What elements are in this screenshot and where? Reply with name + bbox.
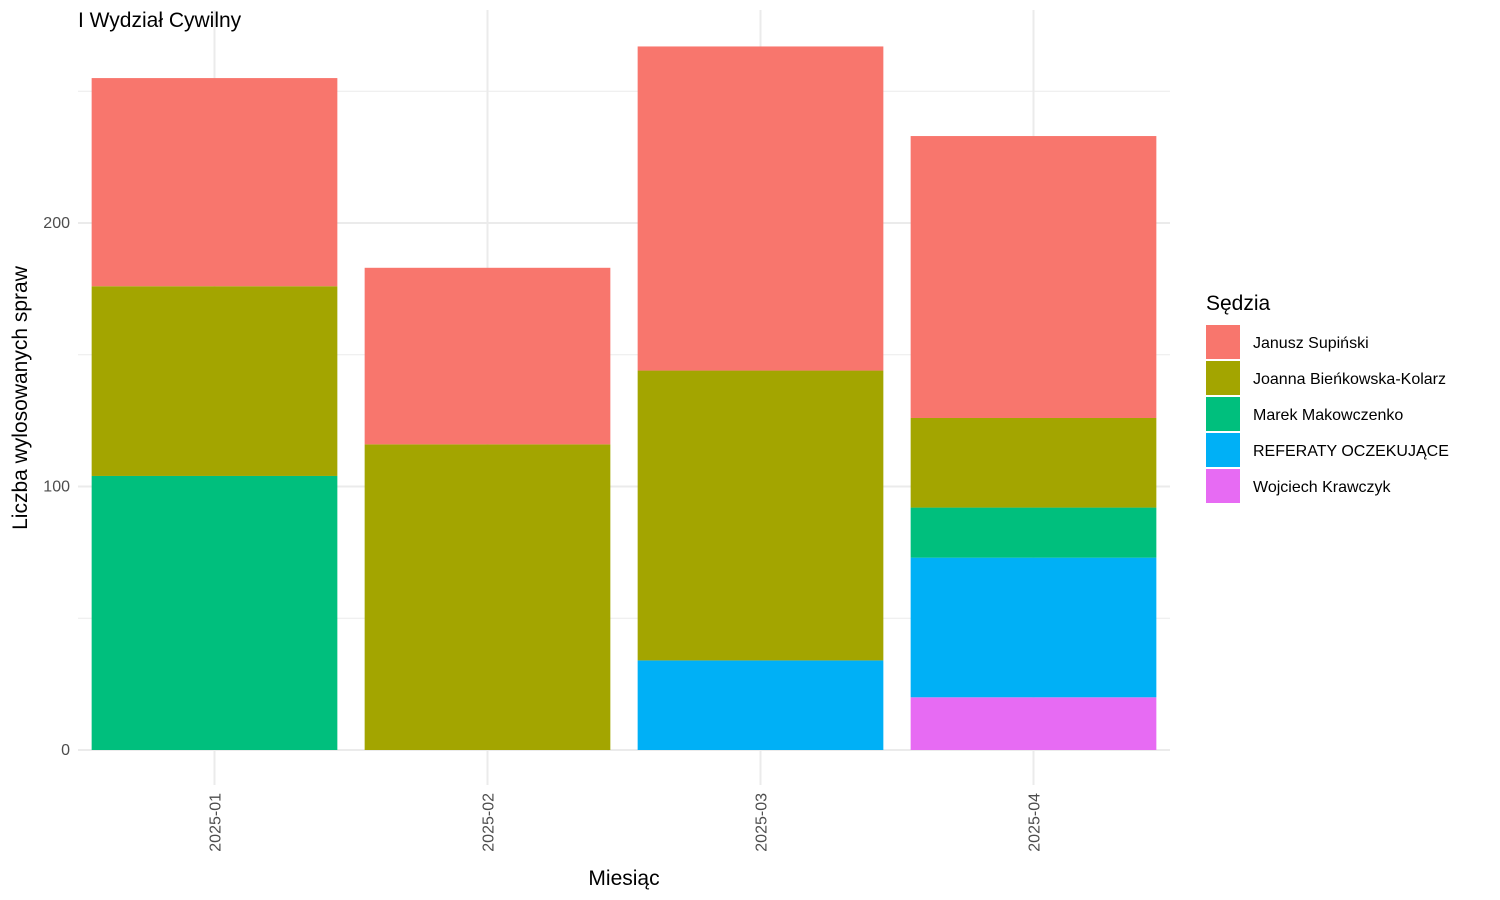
x-tick-label: 2025-04 [1027, 793, 1044, 852]
legend-label: Marek Makowczenko [1253, 407, 1403, 424]
legend-items: Janusz Supiński Joanna Bieńkowska-Kolarz M… [1206, 325, 1449, 503]
legend: Sędzia Janusz Supiński Joanna Bieńkowska-… [1206, 292, 1449, 503]
bar-segment [91, 475, 338, 750]
y-tick-labels: 0 100 200 [43, 215, 70, 759]
bar-segment [910, 136, 1157, 418]
bar-segment [91, 78, 338, 287]
bar-segment [910, 557, 1157, 698]
legend-key [1206, 397, 1240, 431]
legend-label: Wojciech Krawczyk [1253, 479, 1392, 496]
bar-segment [910, 417, 1157, 508]
bar-segment [910, 507, 1157, 558]
bar-segment [637, 370, 884, 661]
bar-segment [637, 660, 884, 750]
y-tick-label: 100 [43, 479, 70, 496]
legend-key [1206, 469, 1240, 503]
legend-label: REFERATY OCZEKUJĄCE [1253, 443, 1449, 460]
bar-segment [91, 286, 338, 476]
x-axis-title: Miesiąc [588, 867, 659, 890]
y-tick-label: 0 [61, 742, 70, 759]
legend-key [1206, 361, 1240, 395]
x-tick-label: 2025-03 [754, 793, 771, 852]
legend-key [1206, 325, 1240, 359]
y-tick-label: 200 [43, 215, 70, 232]
y-axis-title: Liczba wylosowanych spraw [9, 265, 32, 530]
legend-label: Janusz Supiński [1253, 335, 1369, 352]
bar-segment [637, 46, 884, 371]
legend-title: Sędzia [1206, 292, 1271, 315]
legend-label: Joanna Bieńkowska-Kolarz [1253, 371, 1446, 388]
bars [91, 46, 1157, 750]
legend-key [1206, 433, 1240, 467]
x-tick-label: 2025-01 [208, 793, 225, 852]
x-tick-label: 2025-02 [481, 793, 498, 852]
chart-title: I Wydział Cywilny [78, 9, 242, 32]
bar-segment [910, 697, 1157, 750]
bar-segment [364, 444, 611, 750]
x-tick-labels: 2025-01 2025-02 2025-03 2025-04 [208, 793, 1044, 852]
bar-segment [364, 267, 611, 445]
